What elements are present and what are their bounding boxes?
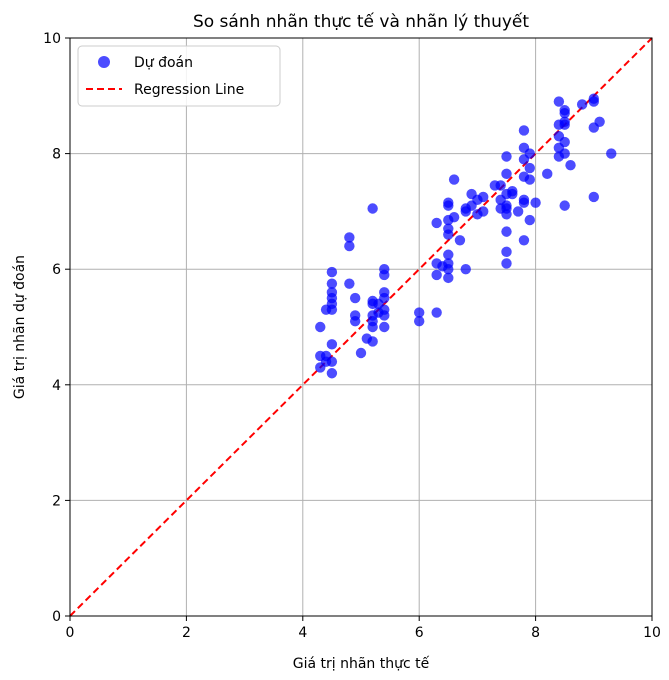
scatter-point [355,347,367,359]
x-tick-label: 0 [66,625,75,641]
scatter-point [443,249,454,260]
scatter-point [507,185,518,197]
scatter-point [443,223,454,234]
scatter-point [344,240,355,252]
x-tick-label: 8 [531,625,540,641]
scatter-point [443,272,454,284]
scatter-point [512,206,524,217]
scatter-point [559,116,570,128]
scatter-point [326,368,338,379]
y-tick-label: 10 [43,31,61,47]
scatter-point [559,136,570,148]
scatter-point [606,148,617,159]
scatter-point [501,151,512,162]
scatter-point [518,194,530,206]
scatter-point [518,235,530,246]
scatter-point [326,287,338,298]
scatter-point [594,116,605,128]
scatter-point [443,197,454,208]
scatter-point [414,316,425,327]
scatter-point [414,307,425,318]
scatter-point [576,99,588,110]
scatter-point [344,278,355,289]
scatter-point [379,304,390,315]
scatter-point [588,93,599,104]
scatter-point [454,235,466,246]
y-tick-label: 0 [52,609,61,625]
x-axis-label: Giá trị nhãn thực tế [293,655,430,672]
scatter-point [588,191,599,203]
legend-marker-points [98,56,110,68]
scatter-point [559,200,570,211]
scatter-point [367,336,378,347]
y-axis-ticks: 0 2 4 6 8 10 [43,31,70,625]
scatter-point [379,264,390,275]
scatter-point [460,264,471,275]
scatter-point [518,125,530,136]
x-axis-ticks: 0 2 4 6 8 10 [66,616,661,641]
y-tick-label: 4 [52,378,61,394]
scatter-point [344,232,355,243]
y-tick-label: 2 [52,493,61,509]
x-tick-label: 10 [643,625,661,641]
scatter-point [379,287,390,298]
scatter-point [565,159,576,171]
scatter-point [431,269,442,281]
scatter-point [326,278,338,289]
y-axis-label: Giá trị nhãn dự đoán [12,255,28,399]
x-tick-label: 2 [182,625,191,641]
scatter-point [478,206,489,217]
scatter-point [448,211,460,223]
scatter-point [501,246,512,258]
scatter-point [524,148,535,159]
scatter-point [478,191,489,203]
scatter-point [379,321,390,333]
scatter-point [349,292,361,304]
scatter-point [501,168,512,180]
scatter-point [524,174,535,185]
scatter-point [495,180,506,191]
legend: Dự đoán Regression Line [77,45,281,107]
scatter-point [501,226,512,237]
scatter-point [315,321,326,333]
scatter-point [349,310,361,321]
scatter-point [559,105,570,116]
scatter-point [326,339,338,350]
scatter-point [553,96,565,107]
scatter-point [530,197,541,208]
scatter-point [431,217,442,229]
scatter-point [367,203,378,214]
plot-frame [69,37,653,617]
y-tick-label: 6 [52,262,61,278]
scatter-point [448,174,460,185]
scatter-point [524,162,535,174]
scatter-point [326,266,338,278]
scatter-point [326,356,338,367]
x-tick-label: 6 [415,625,424,641]
y-tick-label: 8 [52,147,61,163]
scatter-point [542,168,553,180]
scatter-point [559,148,570,159]
legend-box [77,45,281,107]
scatter-point [431,307,442,318]
scatter-point [524,214,535,226]
scatter-point [443,258,454,269]
scatter-point [501,200,512,211]
legend-label-points: Dự đoán [134,55,193,71]
chart-title: So sánh nhãn thực tế và nhãn lý thuyết [193,11,529,32]
x-tick-label: 4 [298,625,307,641]
scatter-points [315,93,617,379]
legend-label-line: Regression Line [134,82,244,98]
scatter-point [501,258,512,269]
